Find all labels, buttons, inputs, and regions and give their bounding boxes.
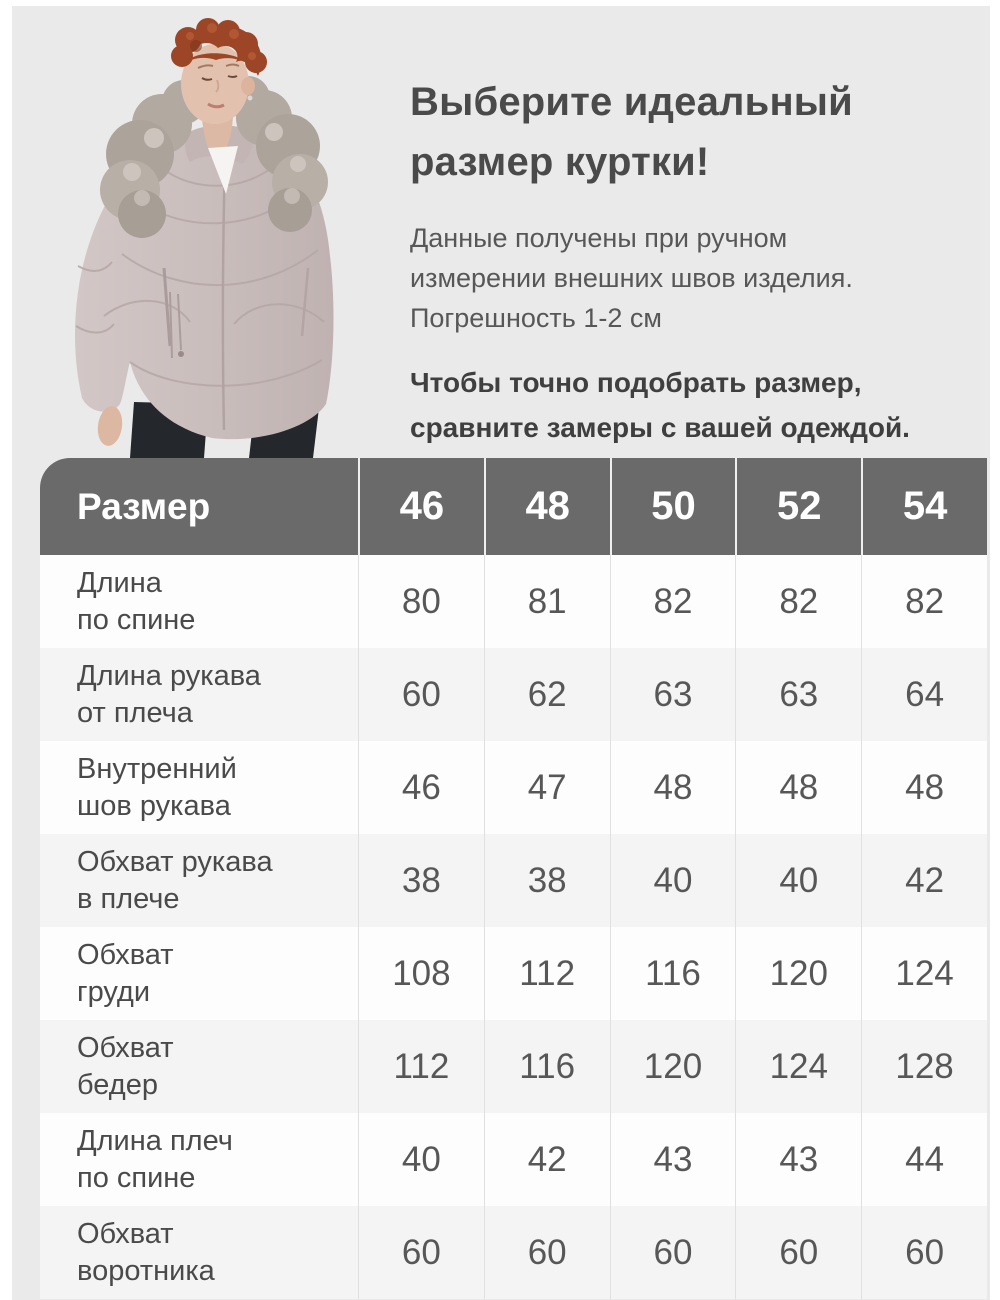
size-value-cell: 44 xyxy=(861,1113,987,1206)
row-label: Длина плеч по спине xyxy=(77,1124,233,1194)
size-value-cell: 82 xyxy=(735,555,861,648)
size-column-header: 46 xyxy=(358,458,484,555)
product-photo xyxy=(12,6,472,458)
size-value-cell: 60 xyxy=(483,1206,610,1299)
size-value-cell: 60 xyxy=(358,1206,484,1299)
table-row: Обхват бедер 112 116 120 124 128 xyxy=(40,1020,987,1113)
row-label: Длина рукава от плеча xyxy=(77,659,261,729)
size-column-header: 54 xyxy=(861,458,987,555)
row-label: Обхват груди xyxy=(77,938,174,1008)
size-value-cell: 43 xyxy=(735,1113,861,1206)
size-value-cell: 82 xyxy=(861,555,987,648)
size-value-cell: 42 xyxy=(483,1113,610,1206)
size-value-cell: 60 xyxy=(735,1206,861,1299)
size-value-cell: 63 xyxy=(735,648,861,741)
size-column-header: 50 xyxy=(609,458,736,555)
page-title: Выберите идеальный размер куртки! xyxy=(410,80,853,184)
headline-block: Выберите идеальный размер куртки! Данные… xyxy=(410,72,982,450)
size-value-cell: 63 xyxy=(609,648,736,741)
size-value-cell: 112 xyxy=(358,1020,484,1113)
table-row: Обхват рукава в плече 38 38 40 40 42 xyxy=(40,834,987,927)
jacket-model-illustration xyxy=(75,18,334,458)
measurement-note: Данные получены при ручном измерении вне… xyxy=(410,223,853,333)
size-value-cell: 128 xyxy=(861,1020,987,1113)
table-row: Обхват воротника 60 60 60 60 60 xyxy=(40,1206,987,1299)
size-value-cell: 48 xyxy=(735,741,861,834)
size-value-cell: 120 xyxy=(609,1020,736,1113)
size-value-cell: 120 xyxy=(735,927,861,1020)
size-value-cell: 124 xyxy=(861,927,987,1020)
size-value-cell: 124 xyxy=(735,1020,861,1113)
size-value-cell: 40 xyxy=(735,834,861,927)
row-label: Внутренний шов рукава xyxy=(77,752,237,822)
size-column-header: 52 xyxy=(735,458,861,555)
size-value-cell: 81 xyxy=(483,555,610,648)
table-row: Длина плеч по спине 40 42 43 43 44 xyxy=(40,1113,987,1206)
size-table-header: Размер 46 48 50 52 54 xyxy=(40,458,987,555)
size-value-cell: 48 xyxy=(609,741,736,834)
size-value-cell: 38 xyxy=(358,834,484,927)
table-row: Длина рукава от плеча 60 62 63 63 64 xyxy=(40,648,987,741)
table-row: Длина по спине 80 81 82 82 82 xyxy=(40,555,987,648)
size-value-cell: 47 xyxy=(483,741,610,834)
size-value-cell: 46 xyxy=(358,741,484,834)
size-value-cell: 40 xyxy=(609,834,736,927)
size-value-cell: 60 xyxy=(609,1206,736,1299)
size-value-cell: 62 xyxy=(483,648,610,741)
size-header-label: Размер xyxy=(77,485,211,527)
size-value-cell: 38 xyxy=(483,834,610,927)
size-value-cell: 116 xyxy=(609,927,736,1020)
size-value-cell: 80 xyxy=(358,555,484,648)
row-label: Обхват рукава в плече xyxy=(77,845,273,915)
size-value-cell: 108 xyxy=(358,927,484,1020)
size-value-cell: 82 xyxy=(609,555,736,648)
size-advice-note: Чтобы точно подобрать размер, сравните з… xyxy=(410,367,910,443)
size-value-cell: 60 xyxy=(861,1206,987,1299)
size-value-cell: 43 xyxy=(609,1113,736,1206)
size-value-cell: 48 xyxy=(861,741,987,834)
row-label: Обхват воротника xyxy=(77,1217,215,1287)
size-value-cell: 40 xyxy=(358,1113,484,1206)
size-value-cell: 60 xyxy=(358,648,484,741)
size-value-cell: 112 xyxy=(483,927,610,1020)
row-label: Обхват бедер xyxy=(77,1031,174,1101)
table-row: Внутренний шов рукава 46 47 48 48 48 xyxy=(40,741,987,834)
size-column-header: 48 xyxy=(483,458,610,555)
size-value-cell: 116 xyxy=(483,1020,610,1113)
table-row: Обхват груди 108 112 116 120 124 xyxy=(40,927,987,1020)
size-value-cell: 42 xyxy=(861,834,987,927)
row-label: Длина по спине xyxy=(77,566,196,636)
size-value-cell: 64 xyxy=(861,648,987,741)
size-table: Размер 46 48 50 52 54 Длина по спине 80 … xyxy=(40,458,987,1299)
